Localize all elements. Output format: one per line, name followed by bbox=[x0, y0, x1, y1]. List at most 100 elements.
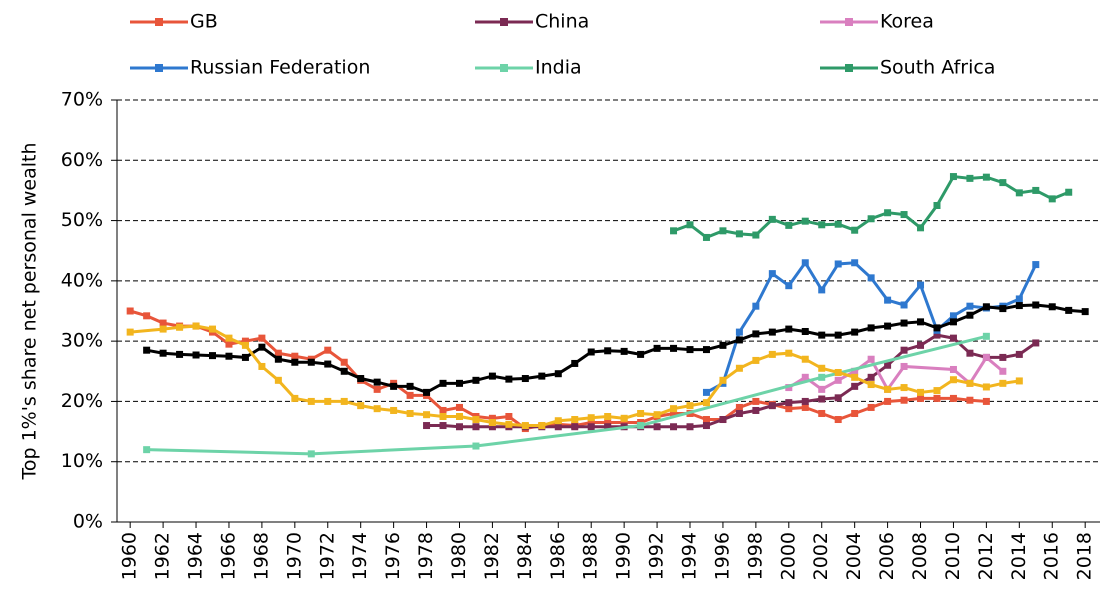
x-tick-label: 1972 bbox=[316, 532, 338, 580]
marker bbox=[867, 355, 875, 363]
marker bbox=[439, 406, 447, 414]
marker bbox=[884, 296, 892, 304]
marker bbox=[686, 423, 694, 431]
marker bbox=[488, 419, 496, 427]
marker bbox=[192, 322, 200, 330]
marker bbox=[670, 423, 678, 431]
marker bbox=[390, 382, 398, 390]
marker bbox=[752, 397, 760, 405]
marker bbox=[999, 179, 1007, 187]
marker bbox=[999, 353, 1007, 361]
legend-marker bbox=[500, 18, 508, 26]
x-tick-label: 1968 bbox=[250, 532, 272, 580]
marker bbox=[949, 376, 957, 384]
marker bbox=[307, 358, 315, 366]
marker bbox=[192, 351, 200, 359]
marker bbox=[949, 173, 957, 181]
marker bbox=[1065, 306, 1073, 314]
marker bbox=[752, 231, 760, 239]
marker bbox=[159, 349, 167, 357]
marker bbox=[653, 411, 661, 419]
marker bbox=[702, 399, 710, 407]
marker bbox=[472, 376, 480, 384]
x-tick-label: 1982 bbox=[481, 532, 503, 580]
marker bbox=[472, 423, 480, 431]
marker bbox=[867, 324, 875, 332]
x-tick-label: 1960 bbox=[119, 532, 141, 580]
marker bbox=[225, 334, 233, 342]
legend-marker bbox=[845, 64, 853, 72]
marker bbox=[126, 328, 134, 336]
marker bbox=[291, 394, 299, 402]
marker bbox=[1032, 339, 1040, 347]
marker bbox=[604, 413, 612, 420]
marker bbox=[867, 215, 875, 223]
marker bbox=[982, 383, 990, 391]
marker bbox=[785, 399, 793, 407]
marker bbox=[768, 328, 776, 336]
legend-label: China bbox=[535, 11, 589, 33]
legend-label: Russian Federation bbox=[190, 57, 370, 79]
x-tick-label: 2008 bbox=[909, 532, 931, 580]
marker bbox=[209, 352, 217, 360]
marker bbox=[834, 331, 842, 339]
marker bbox=[834, 260, 842, 268]
marker bbox=[949, 334, 957, 342]
marker bbox=[982, 173, 990, 181]
legend-marker bbox=[155, 64, 163, 72]
marker bbox=[999, 379, 1007, 387]
marker bbox=[406, 382, 414, 390]
marker bbox=[209, 325, 217, 333]
marker bbox=[917, 281, 925, 289]
marker bbox=[917, 341, 925, 349]
marker bbox=[143, 446, 151, 454]
marker bbox=[801, 397, 809, 405]
marker bbox=[439, 422, 447, 430]
marker bbox=[735, 364, 743, 372]
x-tick-label: 1996 bbox=[711, 532, 733, 580]
marker bbox=[735, 230, 743, 238]
marker bbox=[340, 397, 348, 405]
marker bbox=[982, 332, 990, 340]
marker bbox=[900, 362, 908, 370]
marker bbox=[241, 353, 249, 361]
marker bbox=[768, 402, 776, 410]
marker bbox=[834, 394, 842, 402]
marker bbox=[406, 391, 414, 399]
marker bbox=[966, 302, 974, 310]
marker bbox=[917, 388, 925, 396]
marker bbox=[324, 346, 332, 354]
marker bbox=[307, 450, 315, 458]
marker bbox=[291, 352, 299, 360]
marker bbox=[439, 379, 447, 387]
marker bbox=[241, 341, 249, 349]
marker bbox=[587, 423, 595, 431]
marker bbox=[488, 372, 496, 380]
marker bbox=[274, 349, 282, 357]
marker bbox=[818, 221, 826, 229]
marker bbox=[917, 318, 925, 326]
marker bbox=[719, 376, 727, 384]
x-tick-label: 2014 bbox=[1008, 532, 1030, 580]
x-tick-label: 1986 bbox=[547, 532, 569, 580]
y-tick-label: 70% bbox=[61, 89, 103, 111]
marker bbox=[423, 411, 431, 419]
marker bbox=[423, 422, 431, 430]
marker bbox=[1032, 301, 1040, 309]
marker bbox=[637, 422, 645, 430]
x-tick-label: 1974 bbox=[349, 532, 371, 580]
marker bbox=[604, 423, 612, 431]
marker bbox=[1015, 350, 1023, 358]
marker bbox=[225, 340, 233, 348]
marker bbox=[818, 286, 826, 294]
marker bbox=[373, 385, 381, 393]
marker bbox=[702, 233, 710, 241]
marker bbox=[702, 346, 710, 354]
marker bbox=[900, 384, 908, 392]
marker bbox=[818, 364, 826, 372]
marker bbox=[801, 355, 809, 363]
marker bbox=[1015, 295, 1023, 303]
legend-label: Korea bbox=[880, 11, 934, 33]
x-tick-label: 1980 bbox=[448, 532, 470, 580]
marker bbox=[884, 361, 892, 369]
